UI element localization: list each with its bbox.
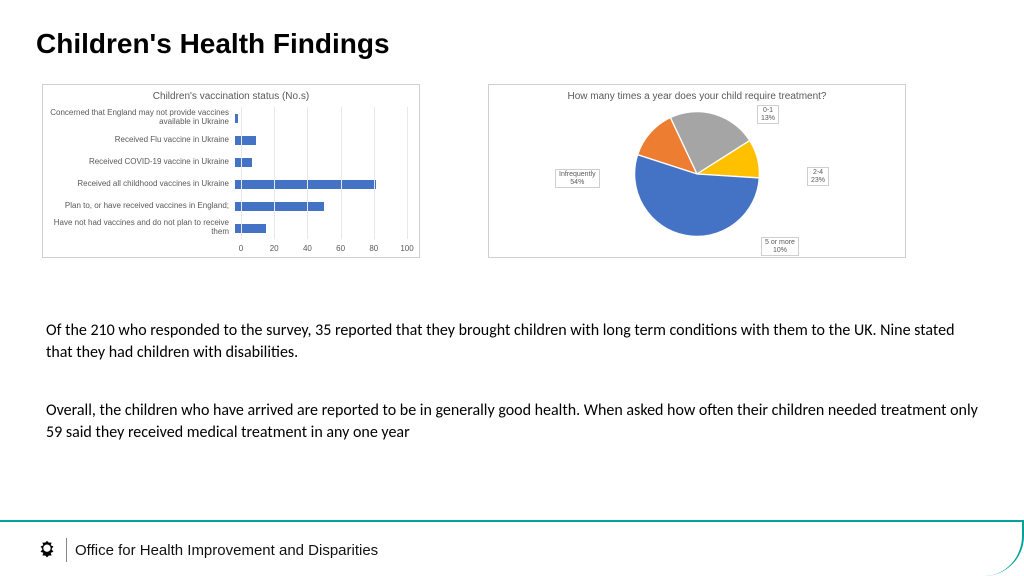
bar-label: Received COVID-19 vaccine in Ukraine [43, 158, 235, 167]
footer-logo-divider [66, 538, 67, 562]
bar-fill [235, 136, 256, 145]
x-tick: 100 [400, 244, 413, 253]
bar-row: Concerned that England may not provide v… [43, 107, 407, 129]
findings-paragraph-1: Of the 210 who responded to the survey, … [46, 320, 978, 363]
bar-chart-title: Children's vaccination status (No.s) [43, 85, 419, 102]
x-tick: 20 [270, 244, 279, 253]
bar-chart-plot: Concerned that England may not provide v… [43, 107, 419, 257]
treatment-frequency-chart: How many times a year does your child re… [488, 84, 906, 258]
x-tick: 80 [369, 244, 378, 253]
pie-chart-plot [632, 109, 762, 239]
pie-chart-title: How many times a year does your child re… [489, 85, 905, 102]
bar-row: Plan to, or have received vaccines in En… [43, 195, 407, 217]
findings-paragraph-2: Overall, the children who have arrived a… [46, 400, 978, 443]
bar-label: Plan to, or have received vaccines in En… [43, 202, 235, 211]
footer-org-name: Office for Health Improvement and Dispar… [75, 542, 378, 559]
x-tick: 0 [239, 244, 243, 253]
pie-callout: Infrequently54% [555, 169, 600, 188]
x-tick: 40 [303, 244, 312, 253]
footer-divider-line [0, 520, 1024, 522]
bar-label: Received all childhood vaccines in Ukrai… [43, 180, 235, 189]
bar-row: Have not had vaccines and do not plan to… [43, 217, 407, 239]
vaccination-status-chart: Children's vaccination status (No.s) Con… [42, 84, 420, 258]
footer-curve [964, 522, 1024, 576]
x-tick: 60 [336, 244, 345, 253]
bar-fill [235, 202, 324, 211]
pie-callout: 5 or more10% [761, 237, 799, 256]
bar-fill [235, 180, 376, 189]
uk-crest-icon [36, 539, 58, 561]
bar-fill [235, 158, 252, 167]
bar-fill [235, 224, 266, 233]
bar-label: Concerned that England may not provide v… [43, 109, 235, 127]
bar-row: Received COVID-19 vaccine in Ukraine [43, 151, 407, 173]
footer-logo: Office for Health Improvement and Dispar… [36, 538, 378, 562]
bar-fill [235, 114, 238, 123]
bar-row: Received Flu vaccine in Ukraine [43, 129, 407, 151]
bar-chart-x-axis: 020406080100 [241, 241, 407, 253]
bar-label: Received Flu vaccine in Ukraine [43, 136, 235, 145]
page-title: Children's Health Findings [36, 28, 390, 60]
bar-row: Received all childhood vaccines in Ukrai… [43, 173, 407, 195]
pie-callout: 2-423% [807, 167, 829, 186]
bar-label: Have not had vaccines and do not plan to… [43, 219, 235, 237]
pie-callout: 0-113% [757, 105, 779, 124]
